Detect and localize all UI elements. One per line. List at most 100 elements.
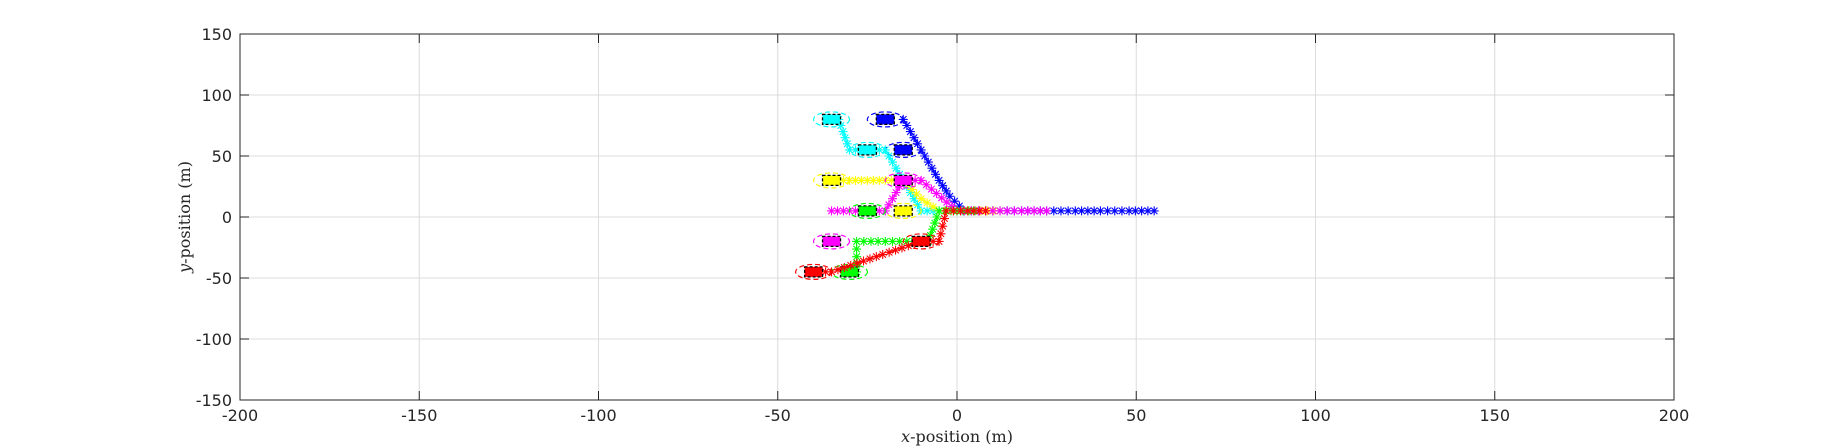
x-tick-label: 100	[1300, 406, 1331, 425]
trajectory-star-marker	[1110, 206, 1120, 216]
trajectory-star-marker	[874, 145, 884, 155]
x-tick-label: -100	[580, 406, 616, 425]
x-tick-label: -200	[222, 406, 258, 425]
x-tick-label: 50	[1126, 406, 1146, 425]
trajectory-star-marker	[932, 212, 942, 222]
data-layer	[794, 111, 1159, 280]
trajectory-star-marker	[928, 236, 938, 246]
trajectory-star-marker	[1002, 206, 1012, 216]
trajectory-star-marker	[1063, 206, 1073, 216]
trajectory-star-marker	[884, 151, 894, 161]
trajectory-star-marker	[1149, 206, 1159, 216]
trajectory-star-marker	[852, 236, 862, 246]
trajectory-star-marker	[852, 258, 862, 268]
x-tick-label: 150	[1479, 406, 1510, 425]
vehicle-box	[821, 113, 842, 126]
vehicle-box	[821, 174, 842, 187]
y-tick-label: 150	[201, 25, 232, 44]
vehicle-box	[821, 235, 842, 248]
x-tick-label: 200	[1659, 406, 1690, 425]
vehicle-safety-ellipse	[794, 263, 833, 280]
trajectory-star-marker	[833, 206, 842, 216]
trajectory-star-marker	[884, 247, 894, 257]
trajectory-star-marker	[903, 241, 913, 251]
trajectory-star-marker	[905, 127, 915, 137]
trajectory-star-marker	[833, 265, 843, 275]
vehicle-safety-ellipse	[812, 111, 851, 128]
trajectory-star-marker	[909, 133, 919, 143]
trajectory-star-marker	[956, 206, 966, 216]
trajectory-star-marker	[859, 256, 869, 266]
trajectory-star-marker	[954, 201, 964, 211]
trajectory-star-marker	[950, 196, 960, 206]
y-axis-label: y-position (m)	[175, 161, 194, 274]
trajectory-star-marker	[936, 229, 946, 239]
trajectory-star-marker	[887, 236, 897, 246]
trajectory-star-marker	[947, 202, 957, 212]
trajectory-star-marker	[895, 169, 905, 179]
trajectory-star-marker	[1042, 206, 1052, 216]
trajectory-star-marker	[926, 184, 936, 194]
trajectory-star-marker	[895, 236, 905, 246]
trajectory-star-marker	[925, 230, 935, 240]
vehicle-box	[893, 174, 913, 187]
trajectory-star-marker	[886, 175, 896, 185]
trajectory-star-marker	[1009, 206, 1019, 216]
trajectory-star-marker	[1124, 206, 1134, 216]
trajectory-star-marker	[842, 139, 852, 149]
trajectory-star-marker	[923, 157, 933, 167]
trajectory-star-marker	[930, 218, 940, 228]
trajectory-star-marker	[995, 206, 1005, 216]
vehicle-box	[893, 205, 913, 217]
trajectory-star-marker	[922, 198, 932, 208]
trajectory-star-marker	[874, 206, 884, 216]
vehicle-box	[857, 205, 878, 217]
ticks: -200 -150 -100 -50 0 50 100 150 200-150-100-5005…	[196, 25, 1690, 425]
trajectory-star-marker	[920, 151, 930, 161]
vehicle-safety-ellipse	[812, 172, 851, 189]
trajectory-star-marker	[910, 175, 920, 185]
trajectory-star-marker	[945, 191, 955, 201]
trajectory-star-marker	[873, 236, 883, 246]
trajectory-star-marker	[913, 139, 923, 149]
trajectory-star-marker	[850, 206, 860, 216]
y-tick-label: -50	[206, 269, 232, 288]
trajectory-star-marker	[942, 197, 952, 207]
trajectory-star-marker	[884, 200, 894, 210]
trajectory-star-marker	[963, 206, 973, 216]
trajectory-star-marker	[846, 260, 856, 270]
trajectory-star-marker	[934, 206, 944, 216]
y-tick-label: 0	[222, 208, 232, 227]
trajectory-star-marker	[1056, 206, 1066, 216]
vehicle-box	[803, 266, 824, 278]
trajectory-star-marker	[938, 181, 948, 191]
trajectory-star-marker	[988, 206, 998, 216]
vehicle-safety-ellipse	[812, 233, 851, 250]
trajectory-star-marker	[838, 206, 848, 216]
trajectory-star-marker	[866, 236, 876, 246]
trajectory-star-marker	[850, 145, 860, 155]
trajectory-star-marker	[1035, 206, 1045, 216]
trajectory-star-marker	[878, 249, 888, 259]
trajectory-star-marker	[981, 206, 991, 216]
trajectory-star-marker	[838, 127, 848, 137]
y-tick-label: -150	[196, 391, 232, 410]
trajectory-star-marker	[907, 185, 917, 195]
trajectory-star-marker	[969, 206, 979, 216]
trajectory-star-marker	[1117, 206, 1127, 216]
trajectory-star-marker	[902, 236, 912, 246]
trajectory-star-marker	[839, 263, 849, 273]
trajectory-star-marker	[891, 245, 901, 255]
trajectory-star-marker	[838, 175, 848, 185]
trajectory-star-marker	[1095, 206, 1105, 216]
vehicle-safety-ellipse	[848, 141, 886, 158]
trajectory-star-marker	[932, 188, 942, 198]
trajectory-star-marker	[874, 175, 884, 185]
vehicle-safety-ellipse	[884, 172, 922, 189]
trajectory-star-marker	[975, 206, 985, 216]
trajectory-star-marker	[934, 175, 944, 185]
trajectory-star-marker	[902, 121, 912, 130]
trajectory-star-marker	[891, 163, 901, 173]
trajectory-star-marker	[941, 186, 951, 196]
